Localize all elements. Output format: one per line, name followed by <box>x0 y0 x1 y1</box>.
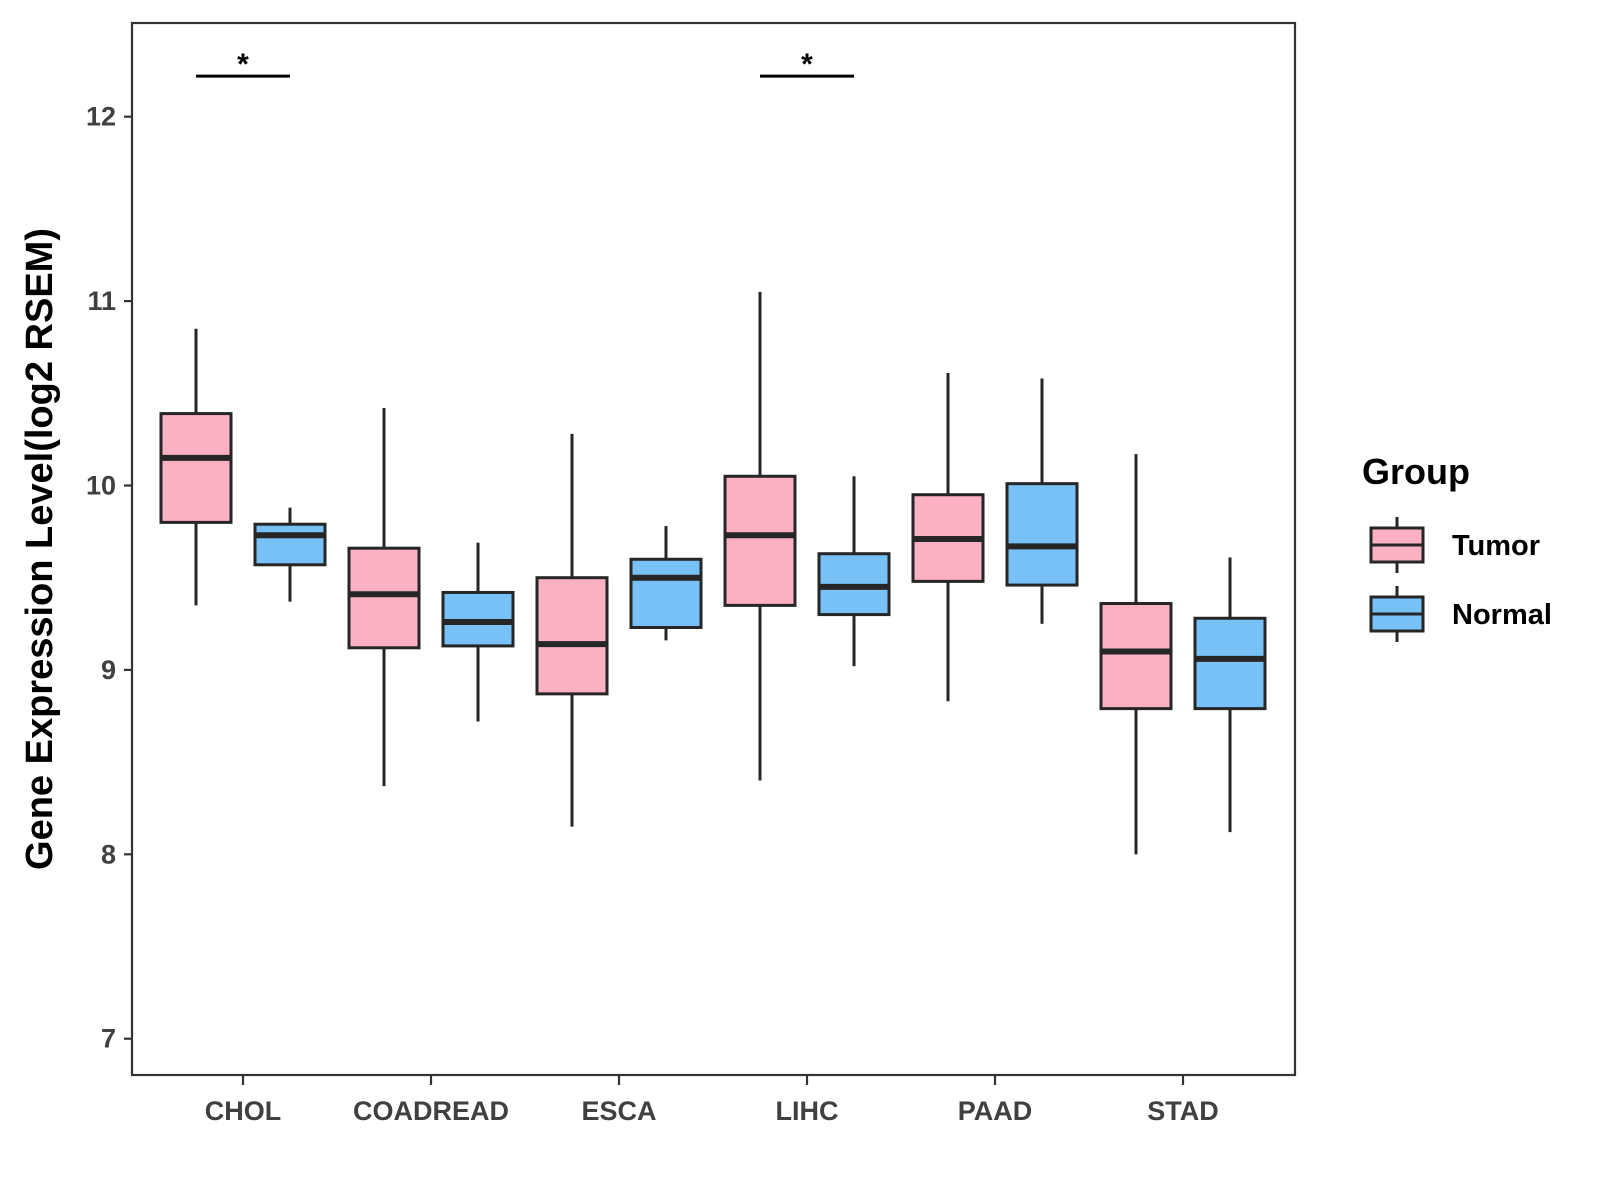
legend-item-tumor: Tumor <box>1369 517 1540 573</box>
y-tick-label: 9 <box>101 655 116 685</box>
x-tick-label-chol: CHOL <box>205 1096 282 1126</box>
significance-star: * <box>237 48 249 81</box>
box-iqr <box>535 576 609 696</box>
axes: 7 8 9 10 11 12 CHOL COADREAD ESCA LIHC PAAD STAD <box>86 102 1219 1126</box>
plot-area: * * <box>159 48 1267 855</box>
legend-item-normal: Normal <box>1369 586 1552 642</box>
x-tick-label-stad: STAD <box>1147 1096 1219 1126</box>
y-tick-label: 7 <box>101 1024 116 1054</box>
box-iqr <box>1193 616 1267 711</box>
y-axis-title: Gene Expression Level(log2 RSEM) <box>19 228 61 870</box>
box-normal-lihc <box>817 476 891 667</box>
box-tumor-stad <box>1099 454 1173 855</box>
box-normal-paad <box>1005 378 1079 624</box>
box-iqr <box>253 522 327 567</box>
box-iqr <box>159 412 233 524</box>
box-normal-esca <box>629 526 703 641</box>
box-tumor-lihc <box>723 291 797 781</box>
legend-title: Group <box>1362 451 1470 492</box>
box-iqr <box>1099 602 1173 711</box>
legend: Group Tumor Normal <box>1362 451 1552 642</box>
y-tick-label: 10 <box>86 471 116 501</box>
box-tumor-esca <box>535 433 609 827</box>
y-tick-label: 8 <box>101 839 116 869</box>
box-iqr <box>723 474 797 607</box>
x-tick-label-coadread: COADREAD <box>353 1096 509 1126</box>
box-tumor-coadread <box>347 408 421 787</box>
legend-label-tumor: Tumor <box>1452 530 1540 562</box>
box-iqr <box>347 546 421 650</box>
box-normal-coadread <box>441 542 515 722</box>
x-tick-label-paad: PAAD <box>958 1096 1033 1126</box>
box-normal-stad <box>1193 557 1267 833</box>
box-iqr <box>629 557 703 629</box>
x-tick-label-lihc: LIHC <box>776 1096 839 1126</box>
panel-border <box>130 21 1297 1077</box>
box-iqr <box>1005 482 1079 587</box>
y-tick-label: 12 <box>86 102 116 132</box>
x-tick-label-esca: ESCA <box>581 1096 656 1126</box>
box-tumor-paad <box>911 373 985 702</box>
box-normal-chol <box>253 507 327 602</box>
box-tumor-chol <box>159 328 233 606</box>
y-tick-label: 11 <box>87 286 116 316</box>
legend-label-normal: Normal <box>1452 599 1552 631</box>
significance-star: * <box>801 48 813 81</box>
